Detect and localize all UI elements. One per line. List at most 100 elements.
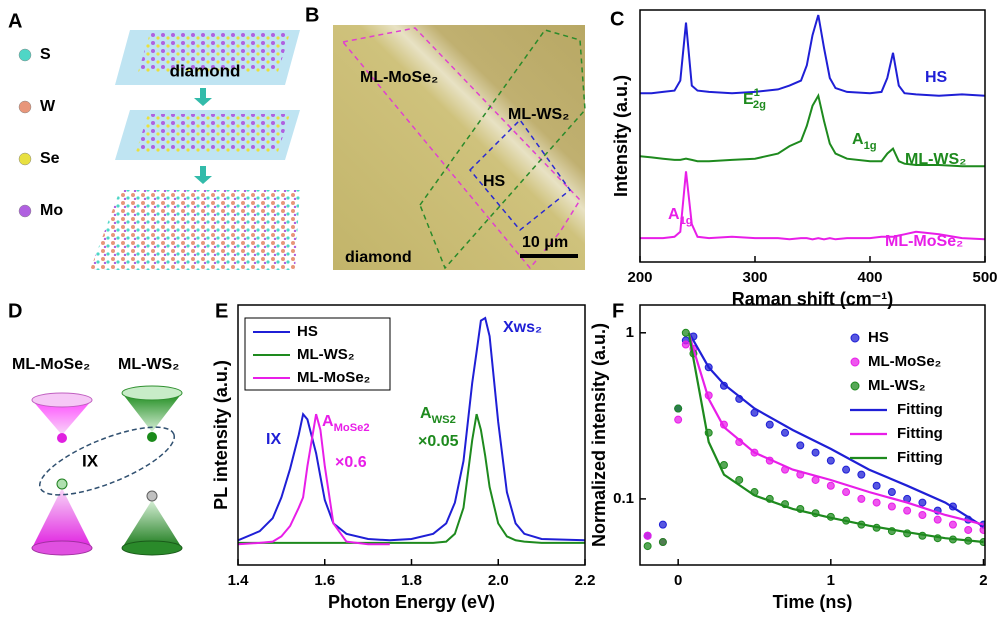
exciton-ring — [38, 426, 176, 496]
legend-label: HS — [868, 329, 889, 346]
carrier — [57, 433, 67, 443]
legend-label: ML-WS₂ — [868, 377, 925, 394]
x-tick-label: 400 — [857, 269, 882, 286]
scale-bar — [520, 254, 578, 258]
y-tick-label: 0.1 — [613, 490, 634, 507]
data-point — [918, 498, 927, 507]
legend-label: ML-WS₂ — [297, 346, 354, 363]
legend-marker — [850, 333, 860, 343]
layer-label: ML-WS₂ — [118, 356, 179, 373]
annotation-text: ML-WS₂ — [905, 151, 966, 168]
scale-bar-label: 10 μm — [522, 234, 568, 251]
cone-base — [121, 540, 183, 556]
annotation-sub: 2g — [753, 99, 766, 111]
data-point — [948, 520, 957, 529]
annotation: ×0.6 — [335, 454, 367, 471]
legend-marker — [18, 204, 32, 218]
spectrum — [238, 413, 585, 544]
layer-label: ML-MoSe₂ — [12, 356, 90, 373]
data-point — [643, 531, 652, 540]
data-point — [735, 475, 744, 484]
arrow — [194, 166, 212, 184]
annotation: ML-WS₂ — [905, 151, 966, 168]
plot-area — [238, 316, 585, 546]
carrier — [146, 490, 158, 502]
region-outline — [468, 118, 572, 232]
annotation: AMoSe2 — [322, 413, 370, 434]
fit-line — [687, 332, 984, 526]
data-point — [872, 481, 881, 490]
cone — [122, 393, 182, 432]
annotation-sup: 1 — [754, 87, 760, 99]
panel-b: B ML-MoSe₂ ML-WS₂ HS diamond 10 μm — [305, 4, 586, 270]
micrograph — [333, 25, 585, 270]
legend-label: Se — [40, 150, 60, 167]
annotation: ML-MoSe₂ — [885, 233, 963, 250]
annotation-text: A — [852, 131, 864, 148]
data-point — [842, 488, 851, 497]
cone-top — [31, 392, 93, 408]
legend-label: S — [40, 46, 51, 63]
data-point — [674, 415, 683, 424]
x-tick-label: 2 — [979, 572, 987, 589]
legend-label: ML-MoSe₂ — [868, 353, 941, 370]
x-tick-label: 0 — [674, 572, 682, 589]
annotation-text: A — [322, 413, 334, 430]
annotation: E1 2g — [743, 87, 766, 111]
legend-marker — [850, 357, 860, 367]
x-tick-label: 200 — [627, 269, 652, 286]
legend-label: Fitting — [897, 449, 943, 466]
data-point — [872, 498, 881, 507]
annotation-text: IX — [266, 431, 281, 448]
annotation-text: ×0.6 — [335, 454, 367, 471]
annotation: AWS2 — [420, 405, 456, 426]
panel-label: E — [215, 300, 228, 322]
cone-base — [31, 540, 93, 556]
y-axis-title: Normalized intensity (a.u.) — [589, 323, 609, 547]
spectrum — [640, 171, 985, 241]
panel-label: B — [305, 4, 319, 26]
data-point — [826, 481, 835, 490]
axes-frame — [639, 304, 986, 566]
panel-d: D ML-MoSe₂ ML-WS₂ IX — [8, 300, 183, 556]
carrier — [147, 432, 157, 442]
legend-marker — [850, 381, 860, 391]
annotation-sub: MoSe2 — [334, 422, 370, 434]
data-point — [658, 538, 667, 547]
legend-label: Fitting — [897, 401, 943, 418]
annotation: HS — [925, 69, 948, 86]
data-point — [796, 441, 805, 450]
data-point — [903, 506, 912, 515]
panel-a: A diamond — [8, 10, 300, 270]
data-point — [857, 494, 866, 503]
data-point — [643, 542, 652, 551]
annotation: A1g — [668, 206, 693, 227]
y-axis-title: Intensity (a.u.) — [611, 75, 631, 197]
substrate-label: diamond — [170, 61, 241, 80]
cone-top — [121, 385, 183, 401]
data-point — [979, 525, 985, 534]
cone — [32, 400, 92, 435]
cone — [32, 488, 92, 548]
x-tick-label: 300 — [742, 269, 767, 286]
fit-line — [687, 332, 984, 544]
annotation-text: HS — [925, 69, 948, 86]
data-point — [781, 428, 790, 437]
data-point — [887, 488, 896, 497]
carrier — [56, 478, 68, 490]
spectrum — [640, 14, 985, 97]
data-point — [681, 340, 690, 349]
plot-area — [640, 14, 985, 241]
annotation-text: E — [743, 91, 754, 108]
data-point — [887, 502, 896, 511]
plot-area — [643, 328, 985, 551]
spectrum — [238, 413, 390, 546]
region-label: ML-WS₂ — [508, 106, 569, 123]
x-tick-label: 500 — [972, 269, 997, 286]
panel-label: F — [612, 300, 624, 322]
lattice — [136, 114, 290, 152]
x-tick-label: 1 — [827, 572, 835, 589]
legend-marker — [18, 100, 32, 114]
cone — [122, 500, 182, 548]
annotation-sub: 1g — [864, 140, 877, 152]
